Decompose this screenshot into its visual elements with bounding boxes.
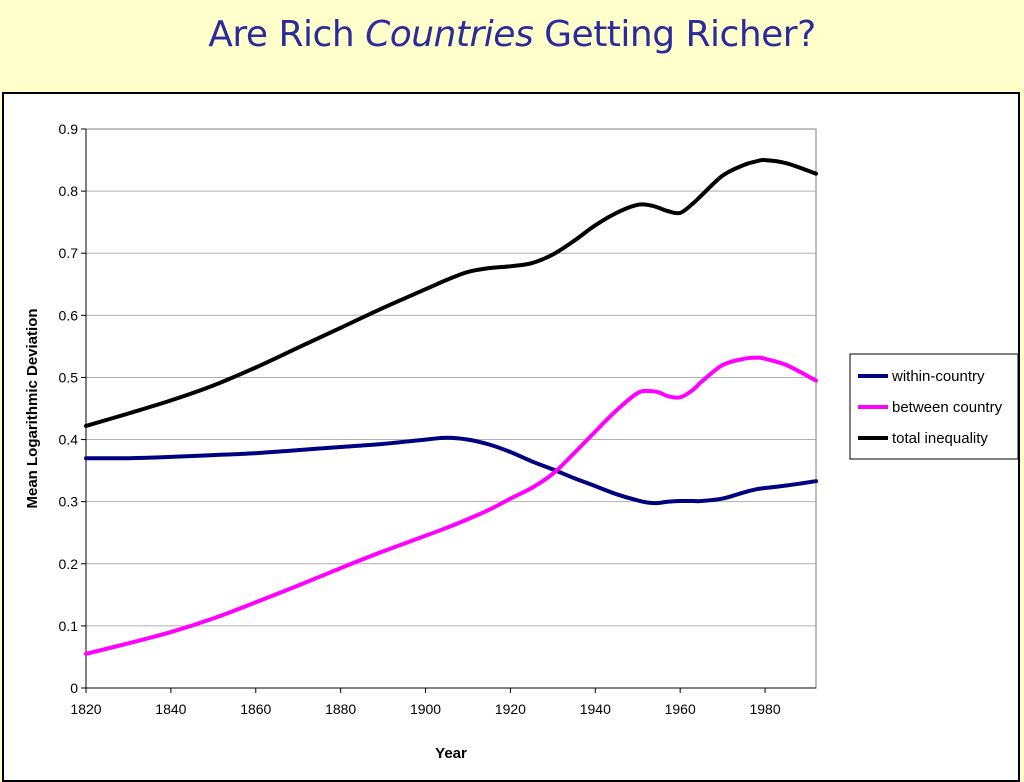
series-line-between-country — [84, 355, 818, 656]
y-tick-label: 0.6 — [59, 307, 79, 323]
y-tick-label: 0 — [70, 680, 78, 696]
x-tick-label: 1920 — [495, 701, 526, 717]
series-lines — [84, 158, 818, 656]
title-italic-word: Countries — [365, 14, 534, 55]
title-part-2: Getting Richer? — [533, 14, 816, 55]
y-tick-label: 0.4 — [59, 432, 79, 448]
legend: within-country between country total inequ… — [849, 353, 1018, 460]
y-tick-label: 0.2 — [59, 556, 79, 572]
series-line-within-country — [84, 435, 818, 506]
y-axis-title: Mean Logarithmic Deviation — [24, 308, 41, 508]
legend-label-between-country: between country — [892, 399, 1003, 416]
x-tick-label: 1860 — [240, 701, 271, 717]
chart-frame: 0 0.1 0.2 0.3 0.4 0.5 0.6 0.7 0.8 0.9 1820 1840 1860… — [2, 92, 1020, 782]
plot-area-border — [85, 128, 817, 689]
legend-label-total-inequality: total inequality — [892, 430, 988, 447]
slide-title: Are Rich Countries Getting Richer? — [0, 14, 1024, 55]
line-chart: 0 0.1 0.2 0.3 0.4 0.5 0.6 0.7 0.8 0.9 1820 1840 1860… — [24, 121, 1018, 762]
x-tick-label: 1960 — [665, 701, 696, 717]
x-axis-title: Year — [435, 745, 467, 762]
series-line-total-inequality — [84, 158, 818, 428]
y-tick-label: 0.8 — [59, 183, 79, 199]
y-tick-label: 0.3 — [59, 494, 79, 510]
axes: 0 0.1 0.2 0.3 0.4 0.5 0.6 0.7 0.8 0.9 1820 1840 1860… — [59, 121, 816, 717]
y-tick-label: 0.5 — [59, 369, 79, 385]
x-tick-label: 1820 — [70, 701, 101, 717]
x-tick-label: 1880 — [325, 701, 356, 717]
x-tick-label: 1940 — [580, 701, 611, 717]
x-tick-label: 1840 — [155, 701, 186, 717]
x-tick-label: 1900 — [410, 701, 441, 717]
title-part-1: Are Rich — [208, 14, 366, 55]
x-tick-label: 1980 — [749, 701, 780, 717]
y-tick-label: 0.1 — [59, 618, 79, 634]
y-tick-label: 0.7 — [59, 245, 79, 261]
legend-label-within-country: within-country — [891, 368, 985, 385]
y-tick-label: 0.9 — [59, 121, 79, 137]
